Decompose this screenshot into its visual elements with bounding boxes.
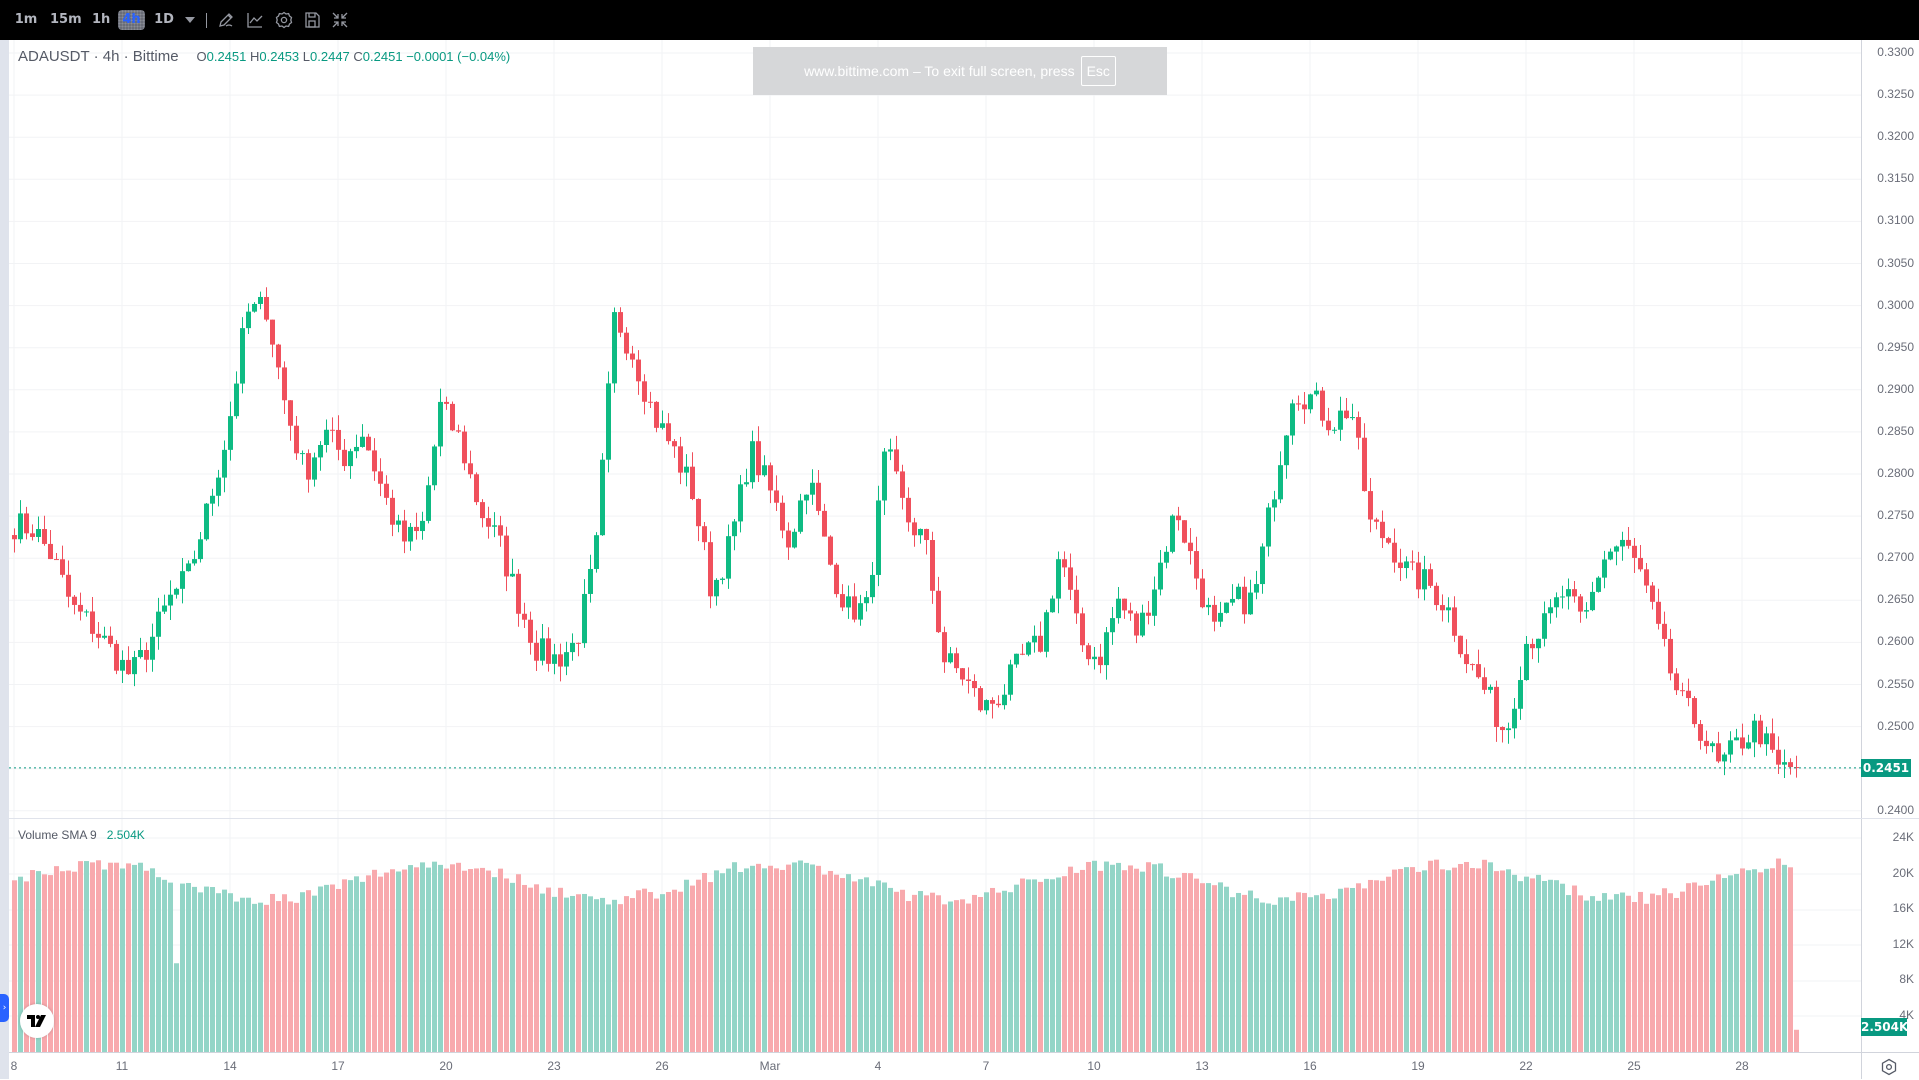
time-label: 10 (1087, 1059, 1101, 1073)
price-tick: 0.2750 (1877, 508, 1914, 523)
timeframe-1m[interactable]: 1m (14, 12, 38, 27)
open-key: O (196, 49, 207, 64)
chart-settings-icon[interactable] (1880, 1058, 1898, 1076)
time-label: 20 (439, 1059, 453, 1073)
pane-divider[interactable] (9, 818, 1919, 819)
price-axis[interactable]: 0.3300 0.3250 0.3200 0.3150 0.3100 0.3050 0.30… (1861, 40, 1919, 1079)
volume-indicator-name[interactable]: Volume SMA 9 (18, 828, 97, 842)
high-key: H (250, 49, 260, 64)
timeframe-1d[interactable]: 1D (154, 12, 174, 27)
time-axis-divider (9, 1052, 1919, 1053)
time-label: 19 (1411, 1059, 1425, 1073)
volume-tick: 8K (1899, 972, 1914, 987)
price-tick: 0.2850 (1877, 423, 1914, 438)
expand-sidebar-button[interactable]: › (0, 994, 9, 1022)
time-label: 22 (1519, 1059, 1533, 1073)
tradingview-logo[interactable] (20, 1004, 54, 1038)
volume-legend: Volume SMA 9 2.504K (18, 828, 145, 842)
time-label: 13 (1195, 1059, 1209, 1073)
time-label: 4 (874, 1059, 882, 1073)
gear-icon[interactable] (274, 10, 294, 30)
symbol-legend: ADAUSDT · 4h · Bittime O0.2451 H0.2453 L… (18, 48, 510, 65)
price-tick: 0.3250 (1877, 87, 1914, 102)
time-label: 28 (1735, 1059, 1749, 1073)
banner-text: www.bittime.com – To exit full screen, p… (804, 63, 1075, 79)
esc-key-badge: Esc (1080, 56, 1116, 86)
time-label: 25 (1627, 1059, 1641, 1073)
price-tick: 0.3300 (1877, 45, 1914, 59)
time-label: 26 (655, 1059, 669, 1073)
price-tick: 0.2650 (1877, 592, 1914, 607)
price-tick: 0.2600 (1877, 634, 1914, 649)
fullscreen-banner: www.bittime.com – To exit full screen, p… (753, 47, 1167, 95)
time-label: 16 (1303, 1059, 1317, 1073)
price-tick: 0.2950 (1877, 339, 1914, 354)
close-key: C (353, 49, 363, 64)
timeframe-15m[interactable]: 15m (50, 12, 82, 27)
candlestick-chart[interactable] (0, 0, 1861, 1079)
indicator-chart-icon[interactable] (245, 10, 265, 30)
price-tick: 0.2500 (1877, 718, 1914, 733)
time-label: Mar (759, 1059, 781, 1073)
chevron-down-icon[interactable] (180, 10, 200, 30)
time-label: 7 (982, 1059, 990, 1073)
exit-fullscreen-icon[interactable] (330, 10, 350, 30)
top-toolbar: 1m 15m 1h 4h 1D (0, 0, 1919, 40)
price-tick: 0.3150 (1877, 171, 1914, 186)
open-value: 0.2451 (206, 49, 247, 64)
change-value: −0.0001 (−0.04%) (406, 49, 511, 64)
price-tick: 0.2400 (1877, 802, 1914, 817)
left-sidebar-strip (0, 40, 9, 1079)
price-tick: 0.3100 (1877, 213, 1914, 228)
price-tick: 0.3000 (1877, 297, 1914, 312)
timeframe-4h[interactable]: 4h (118, 10, 145, 30)
symbol-title[interactable]: ADAUSDT · 4h · Bittime (18, 48, 179, 65)
volume-tick: 16K (1892, 901, 1914, 916)
volume-indicator-value: 2.504K (106, 828, 145, 842)
price-tick: 0.2550 (1877, 676, 1914, 691)
time-label: 8 (10, 1059, 18, 1073)
save-icon[interactable] (302, 10, 322, 30)
volume-tick: 20K (1892, 865, 1914, 880)
price-tick: 0.2900 (1877, 381, 1914, 396)
price-tick: 0.2800 (1877, 466, 1914, 480)
toolbar-divider (206, 13, 207, 28)
time-label: 17 (331, 1059, 345, 1073)
pencil-icon[interactable] (216, 10, 236, 30)
price-tick: 0.3050 (1877, 255, 1914, 270)
volume-last-label: 2.504K (1861, 1018, 1909, 1036)
price-tick: 0.2700 (1877, 550, 1914, 565)
time-label: 11 (115, 1059, 129, 1073)
low-value: 0.2447 (310, 49, 350, 64)
low-key: L (302, 49, 311, 64)
high-value: 0.2453 (259, 49, 300, 64)
time-label: 14 (223, 1059, 237, 1073)
volume-tick: 24K (1892, 830, 1914, 844)
last-price-label: 0.2451 (1861, 758, 1911, 777)
volume-tick: 12K (1892, 936, 1914, 951)
close-value: 0.2451 (362, 49, 403, 64)
time-label: 23 (547, 1059, 561, 1073)
ohlc-values: O0.2451 H0.2453 L0.2447 C0.2451 −0.0001 … (196, 49, 510, 64)
price-tick: 0.3200 (1877, 129, 1914, 144)
timeframe-1h[interactable]: 1h (92, 12, 111, 27)
